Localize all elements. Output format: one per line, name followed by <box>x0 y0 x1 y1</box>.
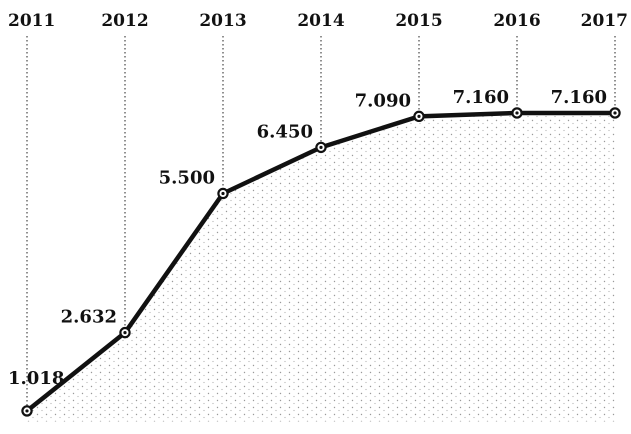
stippled-area <box>27 112 615 422</box>
value-label-2017: 7.160 <box>551 87 607 108</box>
year-label-2012: 2012 <box>101 11 148 31</box>
year-label-2013: 2013 <box>199 11 246 31</box>
data-point-2017 <box>609 107 621 119</box>
data-point-2014 <box>315 141 327 154</box>
vertical-guides <box>26 36 616 411</box>
value-label-2015: 7.090 <box>355 90 411 111</box>
value-label-2014: 6.450 <box>257 121 313 142</box>
year-label-2015: 2015 <box>395 11 442 31</box>
data-point-2011 <box>21 405 33 417</box>
value-labels: 1.018 2.632 5.500 6.450 7.090 7.160 7.160 <box>8 87 607 389</box>
data-point-2016 <box>511 107 523 119</box>
year-label-2014: 2014 <box>297 11 344 31</box>
year-label-2016: 2016 <box>493 11 540 31</box>
year-labels: 2011 2012 2013 2014 2015 2016 2017 <box>8 11 628 31</box>
data-point-2015 <box>413 110 425 123</box>
data-point-2012 <box>119 326 131 339</box>
value-label-2013: 5.500 <box>159 167 215 188</box>
data-point-2013 <box>217 187 229 200</box>
value-label-2012: 2.632 <box>61 307 117 328</box>
value-label-2016: 7.160 <box>453 87 509 108</box>
value-label-2011: 1.018 <box>8 368 64 389</box>
data-markers <box>21 107 621 417</box>
year-label-2011: 2011 <box>8 11 55 31</box>
year-label-2017: 2017 <box>581 11 628 31</box>
